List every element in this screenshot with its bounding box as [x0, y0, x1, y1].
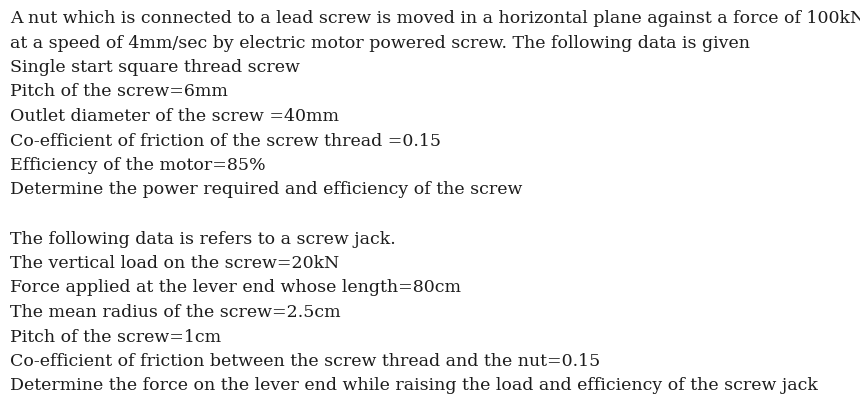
Text: Efficiency of the motor=85%: Efficiency of the motor=85%: [10, 157, 266, 174]
Text: The following data is refers to a screw jack.: The following data is refers to a screw …: [10, 230, 396, 247]
Text: Single start square thread screw: Single start square thread screw: [10, 59, 300, 76]
Text: Co-efficient of friction between the screw thread and the nut=0.15: Co-efficient of friction between the scr…: [10, 353, 600, 370]
Text: Pitch of the screw=6mm: Pitch of the screw=6mm: [10, 83, 228, 100]
Text: Force applied at the lever end whose length=80cm: Force applied at the lever end whose len…: [10, 280, 461, 297]
Text: The mean radius of the screw=2.5cm: The mean radius of the screw=2.5cm: [10, 304, 341, 321]
Text: The vertical load on the screw=20kN: The vertical load on the screw=20kN: [10, 255, 339, 272]
Text: Determine the power required and efficiency of the screw: Determine the power required and efficie…: [10, 181, 522, 199]
Text: Pitch of the screw=1cm: Pitch of the screw=1cm: [10, 328, 221, 346]
Text: at a speed of 4mm/sec by electric motor powered screw. The following data is giv: at a speed of 4mm/sec by electric motor …: [10, 35, 750, 52]
Text: Co-efficient of friction of the screw thread =0.15: Co-efficient of friction of the screw th…: [10, 133, 441, 150]
Text: A nut which is connected to a lead screw is moved in a horizontal plane against : A nut which is connected to a lead screw…: [10, 10, 860, 27]
Text: Determine the force on the lever end while raising the load and efficiency of th: Determine the force on the lever end whi…: [10, 377, 818, 394]
Text: Outlet diameter of the screw =40mm: Outlet diameter of the screw =40mm: [10, 108, 339, 125]
